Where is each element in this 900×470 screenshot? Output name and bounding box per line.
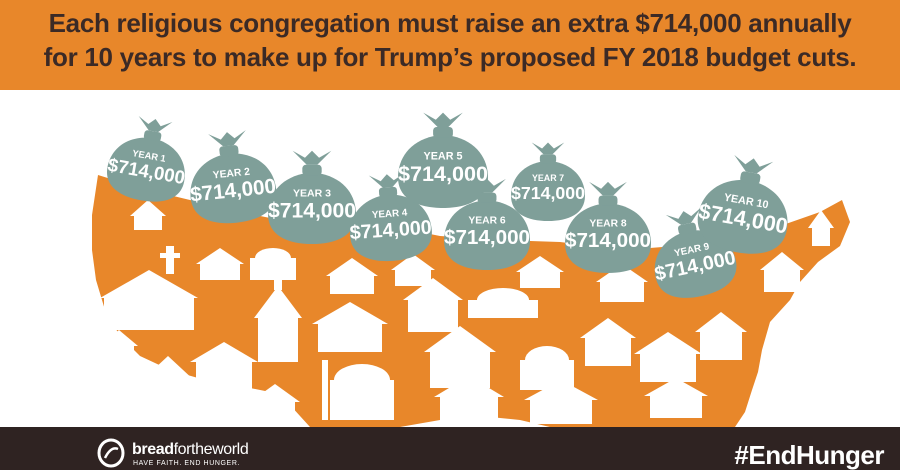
bag-amount-label: $714,000 xyxy=(268,200,356,223)
church-icon xyxy=(100,246,198,330)
church-icon xyxy=(100,330,138,366)
brand-name: breadfortheworld xyxy=(132,441,249,459)
bag-amount-label: $714,000 xyxy=(511,183,585,203)
bag-year-label: YEAR 2 xyxy=(212,167,250,182)
church-icon xyxy=(634,332,702,382)
church-icon xyxy=(250,384,300,422)
bread-for-the-world-logo xyxy=(97,438,125,468)
church-icon xyxy=(403,278,463,332)
money-bag-icon: YEAR 9$714,000 xyxy=(653,207,738,298)
buildings xyxy=(100,200,834,425)
church-icon xyxy=(312,302,388,352)
money-bag-icon: YEAR 7$714,000 xyxy=(511,142,585,221)
money-bag-icon: YEAR 10$714,000 xyxy=(697,154,790,254)
money-bag-icon: YEAR 4$714,000 xyxy=(349,172,432,262)
headline-line-2: for 10 years to make up for Trump’s prop… xyxy=(43,42,857,72)
bag-year-label: YEAR 6 xyxy=(468,216,506,227)
church-icon xyxy=(196,248,244,280)
brand-tagline: HAVE FAITH. END HUNGER. xyxy=(133,460,241,467)
church-icon xyxy=(516,256,564,288)
money-bag-icon: YEAR 5$714,000 xyxy=(398,112,488,208)
bag-year-label: YEAR 8 xyxy=(589,219,627,230)
mosque-icon xyxy=(250,248,296,280)
church-icon xyxy=(140,356,196,412)
money-bag-icon: YEAR 6$714,000 xyxy=(444,178,530,270)
church-icon xyxy=(524,380,598,424)
church-icon xyxy=(644,378,708,418)
headline: Each religious congregation must raise a… xyxy=(0,6,900,74)
synagogue-icon xyxy=(190,342,258,400)
brand-name-bold: bread xyxy=(132,441,174,458)
brand-name-light: fortheworld xyxy=(173,441,249,458)
money-bag-icon: YEAR 8$714,000 xyxy=(565,181,651,273)
church-icon xyxy=(596,264,648,302)
bag-amount-label: $714,000 xyxy=(565,229,651,252)
church-icon xyxy=(254,270,302,362)
church-icon xyxy=(391,254,435,286)
footer-bar xyxy=(0,427,900,470)
headline-line-1: Each religious congregation must raise a… xyxy=(48,8,852,38)
mosque-icon xyxy=(322,360,394,420)
money-bag-icon: YEAR 3$714,000 xyxy=(268,150,356,244)
bag-year-label: YEAR 3 xyxy=(293,187,331,199)
church-icon xyxy=(808,210,834,246)
money-bags: YEAR 1$714,000 YEAR 2$714,000 YEAR 3$714,0… xyxy=(106,112,790,298)
church-icon xyxy=(326,258,378,294)
church-icon xyxy=(130,200,166,230)
headline-banner: Each religious congregation must raise a… xyxy=(0,0,900,90)
church-icon xyxy=(695,312,747,360)
mosque-icon xyxy=(468,288,538,318)
church-icon xyxy=(580,318,636,366)
bag-amount-label: $714,000 xyxy=(398,161,488,186)
church-icon xyxy=(434,376,504,425)
money-bag-icon: YEAR 2$714,000 xyxy=(189,130,277,224)
church-icon xyxy=(760,252,804,292)
bag-amount-label: $714,000 xyxy=(444,226,530,249)
money-bag-icon: YEAR 1$714,000 xyxy=(106,116,187,202)
hashtag: #EndHunger xyxy=(734,440,884,470)
bag-year-label: YEAR 5 xyxy=(423,150,462,162)
bag-year-label: YEAR 7 xyxy=(532,173,564,183)
bag-year-label: YEAR 4 xyxy=(371,207,408,220)
